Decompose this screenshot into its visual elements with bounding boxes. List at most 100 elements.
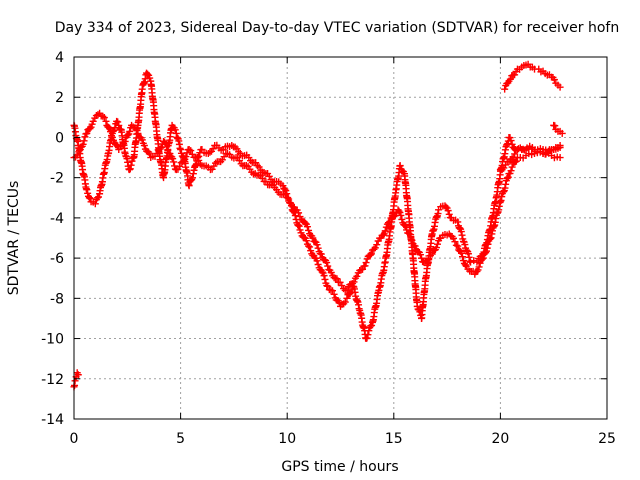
data-point bbox=[458, 231, 466, 239]
chart-title: Day 334 of 2023, Sidereal Day-to-day VTE… bbox=[55, 20, 619, 36]
data-point bbox=[176, 162, 184, 170]
data-point bbox=[373, 241, 381, 249]
data-point bbox=[318, 268, 326, 276]
data-point bbox=[329, 287, 337, 295]
data-point bbox=[301, 219, 309, 227]
data-point bbox=[407, 233, 415, 241]
data-point bbox=[473, 267, 481, 275]
data-point bbox=[361, 262, 369, 270]
data-point bbox=[467, 258, 475, 266]
data-point bbox=[296, 213, 304, 221]
y-tick-label: 2 bbox=[55, 90, 64, 106]
data-point bbox=[462, 246, 470, 254]
grid bbox=[74, 57, 607, 419]
data-point bbox=[398, 215, 406, 223]
data-point bbox=[551, 122, 559, 130]
data-point bbox=[73, 151, 81, 159]
data-point bbox=[295, 209, 303, 217]
data-point bbox=[85, 194, 93, 202]
data-point bbox=[444, 207, 452, 215]
data-point bbox=[144, 70, 152, 78]
data-point bbox=[93, 194, 101, 202]
data-point bbox=[120, 141, 128, 149]
data-point bbox=[171, 126, 179, 134]
data-point bbox=[189, 174, 197, 182]
data-point bbox=[305, 242, 313, 250]
data-point bbox=[83, 129, 91, 137]
data-point bbox=[470, 257, 478, 265]
data-point bbox=[185, 146, 193, 154]
data-point bbox=[313, 241, 321, 249]
data-point bbox=[556, 154, 564, 162]
data-point bbox=[285, 195, 293, 203]
data-point bbox=[317, 250, 325, 258]
data-point bbox=[511, 71, 519, 79]
data-point bbox=[303, 223, 311, 231]
series-track-A bbox=[70, 69, 564, 343]
data-point bbox=[107, 128, 115, 136]
data-point bbox=[126, 165, 134, 173]
data-point bbox=[484, 240, 492, 248]
data-point bbox=[507, 167, 515, 175]
data-point bbox=[452, 241, 460, 249]
data-point bbox=[350, 278, 358, 286]
data-point bbox=[94, 111, 102, 119]
series-track-F bbox=[70, 369, 82, 391]
data-point bbox=[343, 294, 351, 302]
data-point bbox=[346, 290, 354, 298]
data-point bbox=[127, 161, 135, 169]
data-point bbox=[99, 112, 107, 120]
data-point bbox=[512, 157, 520, 165]
data-point bbox=[86, 194, 94, 202]
y-tick-label: 0 bbox=[55, 130, 64, 146]
x-tick-label: 5 bbox=[176, 431, 185, 447]
data-point bbox=[330, 290, 338, 298]
x-tick-label: 0 bbox=[70, 431, 79, 447]
data-point bbox=[89, 117, 97, 125]
data-point bbox=[83, 186, 91, 194]
data-point bbox=[479, 254, 487, 262]
data-point bbox=[320, 272, 328, 280]
data-point bbox=[370, 245, 378, 253]
data-point bbox=[86, 125, 94, 133]
data-point bbox=[386, 218, 394, 226]
data-point bbox=[309, 234, 317, 242]
data-point bbox=[501, 85, 509, 93]
data-point bbox=[111, 124, 119, 132]
data-point bbox=[327, 269, 335, 277]
data-point bbox=[381, 227, 389, 235]
data-point bbox=[231, 143, 239, 151]
data-point bbox=[507, 137, 515, 145]
data-point bbox=[306, 243, 314, 251]
data-point bbox=[509, 153, 517, 161]
data-point bbox=[396, 162, 404, 170]
data-point bbox=[454, 242, 462, 250]
data-point bbox=[359, 265, 367, 273]
data-point bbox=[365, 327, 373, 335]
data-point bbox=[556, 141, 564, 149]
data-point bbox=[187, 147, 195, 155]
data-point bbox=[182, 153, 190, 161]
data-point bbox=[366, 251, 374, 259]
data-point bbox=[146, 74, 154, 82]
data-point bbox=[478, 255, 486, 263]
x-tick-label: 10 bbox=[278, 431, 296, 447]
data-point bbox=[465, 253, 473, 261]
data-point bbox=[163, 143, 171, 151]
data-point bbox=[115, 146, 123, 154]
data-point bbox=[461, 241, 469, 249]
data-point bbox=[558, 129, 566, 137]
data-point bbox=[102, 117, 110, 125]
data-point bbox=[177, 146, 185, 154]
data-point bbox=[307, 247, 315, 255]
data-point bbox=[80, 137, 88, 145]
data-point bbox=[138, 136, 146, 144]
data-point bbox=[384, 219, 392, 227]
data-point bbox=[132, 126, 140, 134]
data-point bbox=[449, 234, 457, 242]
data-point bbox=[363, 334, 371, 342]
data-point bbox=[95, 193, 103, 201]
data-point bbox=[196, 160, 204, 168]
data-point bbox=[556, 83, 564, 91]
